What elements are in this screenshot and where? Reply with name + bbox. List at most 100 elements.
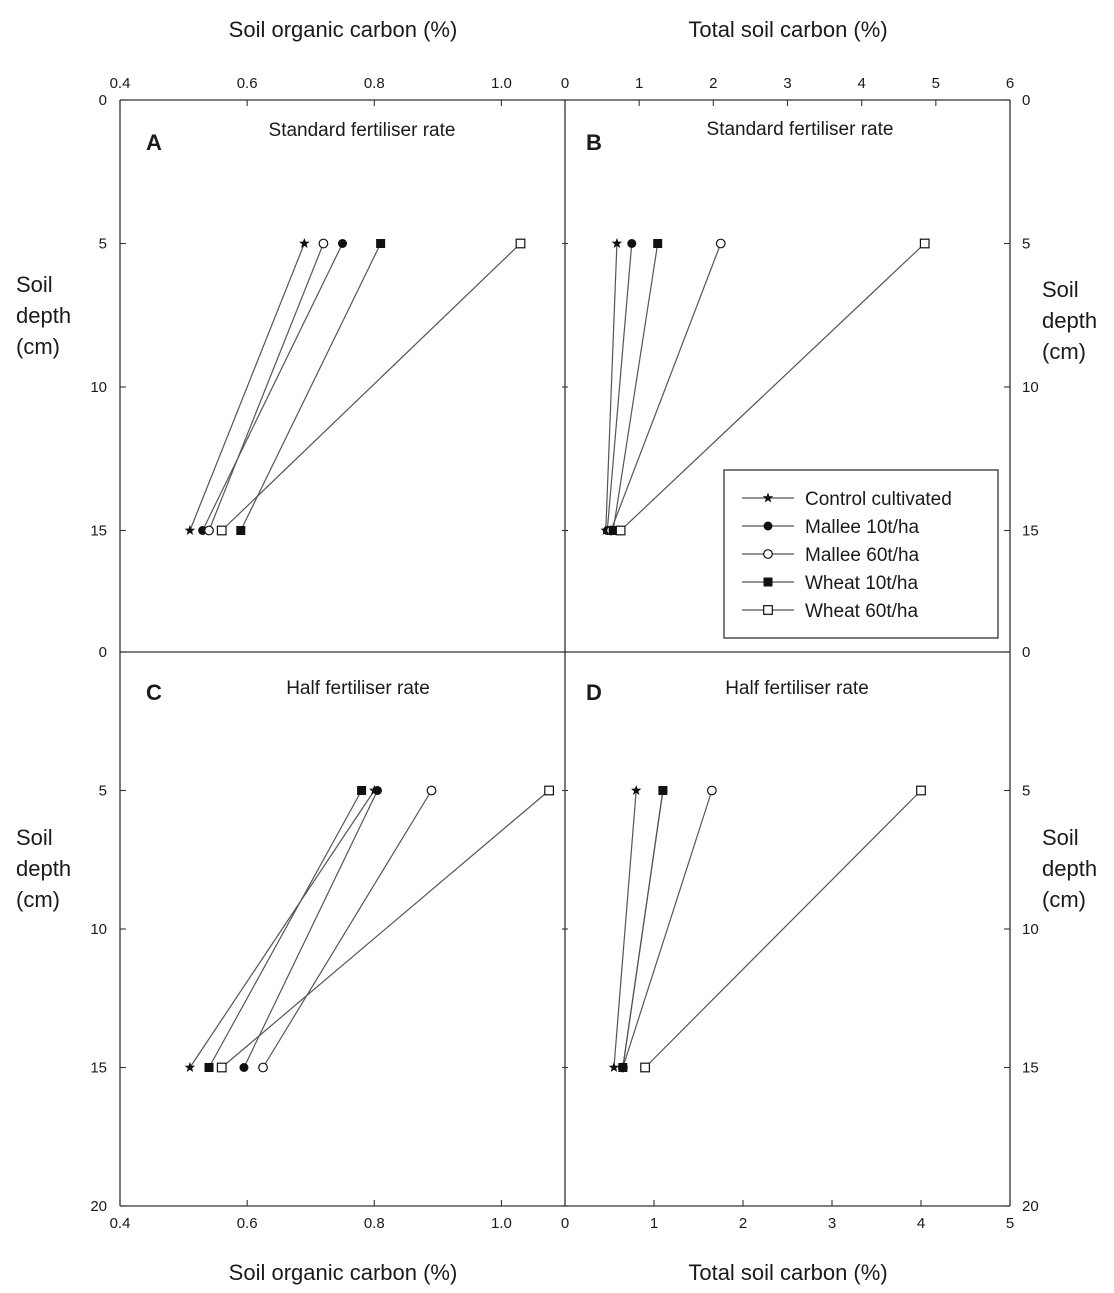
y-tick-label: 15 [1022,1060,1039,1077]
open-square-marker [763,605,773,615]
series-line [189,790,375,1068]
x-tick-label: 2 [709,75,717,92]
filled-square-marker [653,239,663,248]
x-tick-label: 4 [917,1215,925,1232]
series-line [189,243,305,531]
x-tick-label: 0 [561,75,569,92]
depth-label-line: (cm) [1042,339,1086,364]
y-tick-label: 5 [1022,783,1030,800]
filled-circle-marker [372,786,382,795]
x-tick-label: 6 [1006,75,1014,92]
x-tick-label: 3 [783,75,791,92]
y-tick-label: 15 [1022,523,1039,540]
series-line [610,243,722,531]
depth-label-line: depth [1042,308,1097,333]
panel-title-d: Half fertiliser rate [725,678,869,699]
y-tick-label: 10 [90,379,107,396]
filled-square-marker [376,239,386,248]
series-line [644,790,922,1068]
filled-circle-marker [627,239,637,248]
open-circle-marker [715,238,726,249]
open-square-marker [916,785,926,796]
series-layer [184,238,930,1073]
panel-title-b: Standard fertiliser rate [707,119,894,140]
open-square-marker [216,525,227,536]
panel-title-c: Half fertiliser rate [286,678,430,699]
y-tick-label: 0 [99,92,107,109]
panel-letter-a: A [146,130,162,155]
x-tick-label: 5 [1006,1215,1014,1232]
y-tick-label: 5 [1022,236,1030,253]
depth-label-line: depth [16,303,71,328]
y-tick-label: 5 [99,783,107,800]
star-marker [184,525,196,535]
depth-label-line: Soil [16,272,53,297]
depth-label-line: (cm) [1042,887,1086,912]
x-tick-label: 0.8 [364,75,385,92]
panel-title-a: Standard fertiliser rate [269,120,456,141]
filled-square-marker [618,1063,628,1072]
series-line [612,243,659,531]
legend: Control cultivated Mallee 10t/ha Mallee … [723,469,999,639]
legend-label: Wheat 60t/ha [805,601,918,622]
filled-square-marker [608,526,618,535]
open-circle-marker [318,238,329,249]
top-left-axis-title: Soil organic carbon (%) [229,17,458,42]
depth-label-line: Soil [1042,277,1079,302]
legend-label: Control cultivated [805,489,952,510]
depth-label-bottom-left: Soil depth (cm) [16,825,71,912]
open-circle-marker [426,785,437,796]
open-square-marker [615,525,626,536]
series-line [240,243,382,531]
x-tick-label: 3 [828,1215,836,1232]
filled-circle-marker [763,521,773,531]
x-tick-label: 1.0 [491,1215,512,1232]
x-tick-label: 1 [635,75,643,92]
y-tick-label: 5 [99,236,107,253]
filled-square-marker [204,1063,214,1072]
series-line [221,243,521,531]
open-square-marker [515,238,526,249]
x-tick-label: 0.4 [110,1215,131,1232]
y-tick-label: 20 [90,1198,107,1215]
bottom-left-axis-title: Soil organic carbon (%) [229,1260,458,1285]
star-marker [611,238,623,248]
x-tick-label: 2 [739,1215,747,1232]
x-tick-label: 0.8 [364,1215,385,1232]
series-line [202,243,344,531]
open-square-marker [919,238,930,249]
panel-letter-d: D [586,680,602,705]
y-tick-label: 10 [90,921,107,938]
y-tick-label: 0 [99,644,107,661]
series-line [622,790,713,1068]
depth-label-top-right: Soil depth (cm) [1042,277,1097,364]
legend-label: Wheat 10t/ha [805,573,918,594]
y-tick-label: 10 [1022,379,1039,396]
depth-label-line: depth [16,856,71,881]
open-circle-marker [763,549,773,559]
legend-markers [742,492,794,615]
star-marker [762,492,774,503]
x-tick-label: 0.6 [237,1215,258,1232]
open-circle-marker [706,785,717,796]
open-circle-marker [204,525,214,536]
depth-label-line: depth [1042,856,1097,881]
filled-square-marker [763,577,773,587]
top-right-axis-title: Total soil carbon (%) [688,17,887,42]
open-square-marker [640,1062,650,1073]
depth-label-line: (cm) [16,887,60,912]
open-circle-marker [258,1062,268,1073]
legend-label: Mallee 10t/ha [805,517,920,538]
x-tick-label: 5 [932,75,940,92]
open-square-marker [216,1062,227,1073]
series-line [620,243,926,531]
filled-circle-marker [338,239,347,248]
series-line [208,243,324,531]
x-tick-label: 1 [650,1215,658,1232]
star-marker [608,1062,620,1072]
y-tick-label: 10 [1022,921,1039,938]
series-line [605,243,618,531]
depth-label-line: Soil [16,825,53,850]
x-tick-label: 4 [857,75,865,92]
y-tick-label: 0 [1022,644,1030,661]
